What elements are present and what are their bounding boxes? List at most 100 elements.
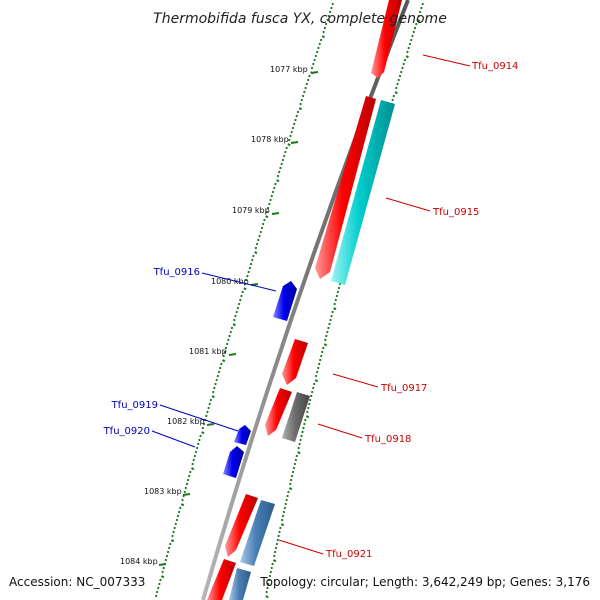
gc-dot xyxy=(303,90,306,94)
gene-feature-tfu0917[interactable] xyxy=(282,339,308,385)
tick-mark xyxy=(290,141,299,144)
gc-dot xyxy=(176,514,180,518)
gene-label-tfu0921[interactable]: Tfu_0921 xyxy=(325,549,372,560)
gene-feature-tfu0919[interactable] xyxy=(234,425,251,445)
gc-dot xyxy=(398,74,402,78)
gc-dot xyxy=(196,446,199,450)
gc-dot xyxy=(302,426,305,430)
gc-dash xyxy=(405,55,409,59)
gc-dot xyxy=(265,590,268,594)
gc-dot xyxy=(252,254,255,258)
gc-dash xyxy=(201,431,205,435)
gc-dash xyxy=(314,379,319,383)
gc-dot xyxy=(181,498,184,502)
gene-label-tfu0915[interactable]: Tfu_0915 xyxy=(432,207,479,218)
gc-dot xyxy=(233,318,236,322)
gc-dot xyxy=(395,86,398,90)
tick-label-1080: 1080 kbp xyxy=(211,277,249,286)
gene-label-leaders xyxy=(151,54,471,555)
gc-dot xyxy=(198,438,201,442)
grey-feature[interactable] xyxy=(282,392,310,442)
gc-dot xyxy=(154,594,158,598)
gc-dot xyxy=(228,334,231,338)
gc-dot xyxy=(396,82,399,86)
gc-dot xyxy=(270,194,273,198)
leader-line-tfu0918 xyxy=(317,423,363,439)
gc-dot xyxy=(230,326,234,330)
gc-dot xyxy=(295,114,298,118)
steelblue-feature[interactable] xyxy=(240,500,275,566)
gc-dot xyxy=(165,554,169,558)
gene-feature-tfu0915[interactable] xyxy=(315,96,376,279)
gc-dot xyxy=(324,338,327,342)
gc-dash xyxy=(272,559,277,563)
gc-dash xyxy=(288,487,293,491)
gc-dot xyxy=(168,546,171,550)
gc-dot xyxy=(315,374,318,378)
tick-mark xyxy=(228,353,237,356)
gc-dot xyxy=(305,82,308,86)
gc-dash xyxy=(265,215,269,219)
gene-label-tfu0920[interactable]: Tfu_0920 xyxy=(103,426,150,437)
gene-feature-tfu0914[interactable] xyxy=(371,0,402,78)
gc-dot xyxy=(158,582,161,586)
gc-dot xyxy=(296,110,300,114)
gc-dot xyxy=(172,530,175,534)
gc-dot xyxy=(400,70,403,74)
gc-dot xyxy=(208,402,211,406)
gc-dot xyxy=(209,398,212,402)
gene-label-tfu0917[interactable]: Tfu_0917 xyxy=(380,383,427,394)
gc-dot xyxy=(319,358,322,362)
gene-feature-tfu0921[interactable] xyxy=(225,494,258,557)
gc-dot xyxy=(174,522,177,526)
gc-dot xyxy=(318,362,321,366)
gc-dot xyxy=(224,346,228,350)
gc-dot xyxy=(329,318,332,322)
gc-dot xyxy=(330,314,333,318)
gc-dot xyxy=(290,130,293,134)
gc-dot xyxy=(273,554,276,558)
gene-label-tfu0914[interactable]: Tfu_0914 xyxy=(471,61,518,72)
leader-line-tfu0914 xyxy=(422,54,471,67)
gene-label-tfu0916[interactable]: Tfu_0916 xyxy=(153,267,200,278)
gc-dot xyxy=(191,462,194,466)
gene-label-tfu0919[interactable]: Tfu_0919 xyxy=(111,400,158,411)
gc-dot xyxy=(273,186,276,190)
gc-dot xyxy=(274,550,277,554)
gc-dot xyxy=(327,326,330,330)
gc-dot xyxy=(256,242,259,246)
gc-dot xyxy=(288,138,291,142)
gene-label-tfu0918[interactable]: Tfu_0918 xyxy=(364,434,411,445)
gc-dot xyxy=(419,10,422,14)
leader-line-tfu0916 xyxy=(201,272,277,292)
gc-dot xyxy=(213,386,216,390)
gc-dot xyxy=(335,294,338,298)
gc-dot xyxy=(308,402,311,406)
gc-dash xyxy=(265,595,269,599)
genome-summary: Topology: circular; Length: 3,642,249 bp… xyxy=(260,575,590,589)
gc-dot xyxy=(325,334,328,338)
gc-dot xyxy=(304,418,307,422)
gc-dot xyxy=(164,558,167,562)
gene-feature-tfu0918a[interactable] xyxy=(265,388,292,436)
gene-feature-next[interactable] xyxy=(207,559,236,600)
tick-mark xyxy=(271,212,280,215)
gc-dot xyxy=(236,306,239,310)
gc-dot xyxy=(202,422,206,426)
cyan-feature[interactable] xyxy=(331,100,395,285)
gc-dot xyxy=(322,30,325,34)
gc-dot xyxy=(270,566,273,570)
gc-dot xyxy=(286,494,289,498)
gc-dot xyxy=(266,586,269,590)
gc-dot xyxy=(317,366,320,370)
steelblue-feature-next[interactable] xyxy=(229,568,251,600)
gc-dot xyxy=(412,30,415,34)
gc-dot xyxy=(292,466,296,470)
gene-feature-tfu0916[interactable] xyxy=(273,281,297,321)
gc-dash xyxy=(323,343,328,347)
gene-feature-tfu0920[interactable] xyxy=(223,446,244,478)
gc-dot xyxy=(267,582,270,586)
gc-dash xyxy=(276,179,280,183)
gc-dot xyxy=(239,298,242,302)
